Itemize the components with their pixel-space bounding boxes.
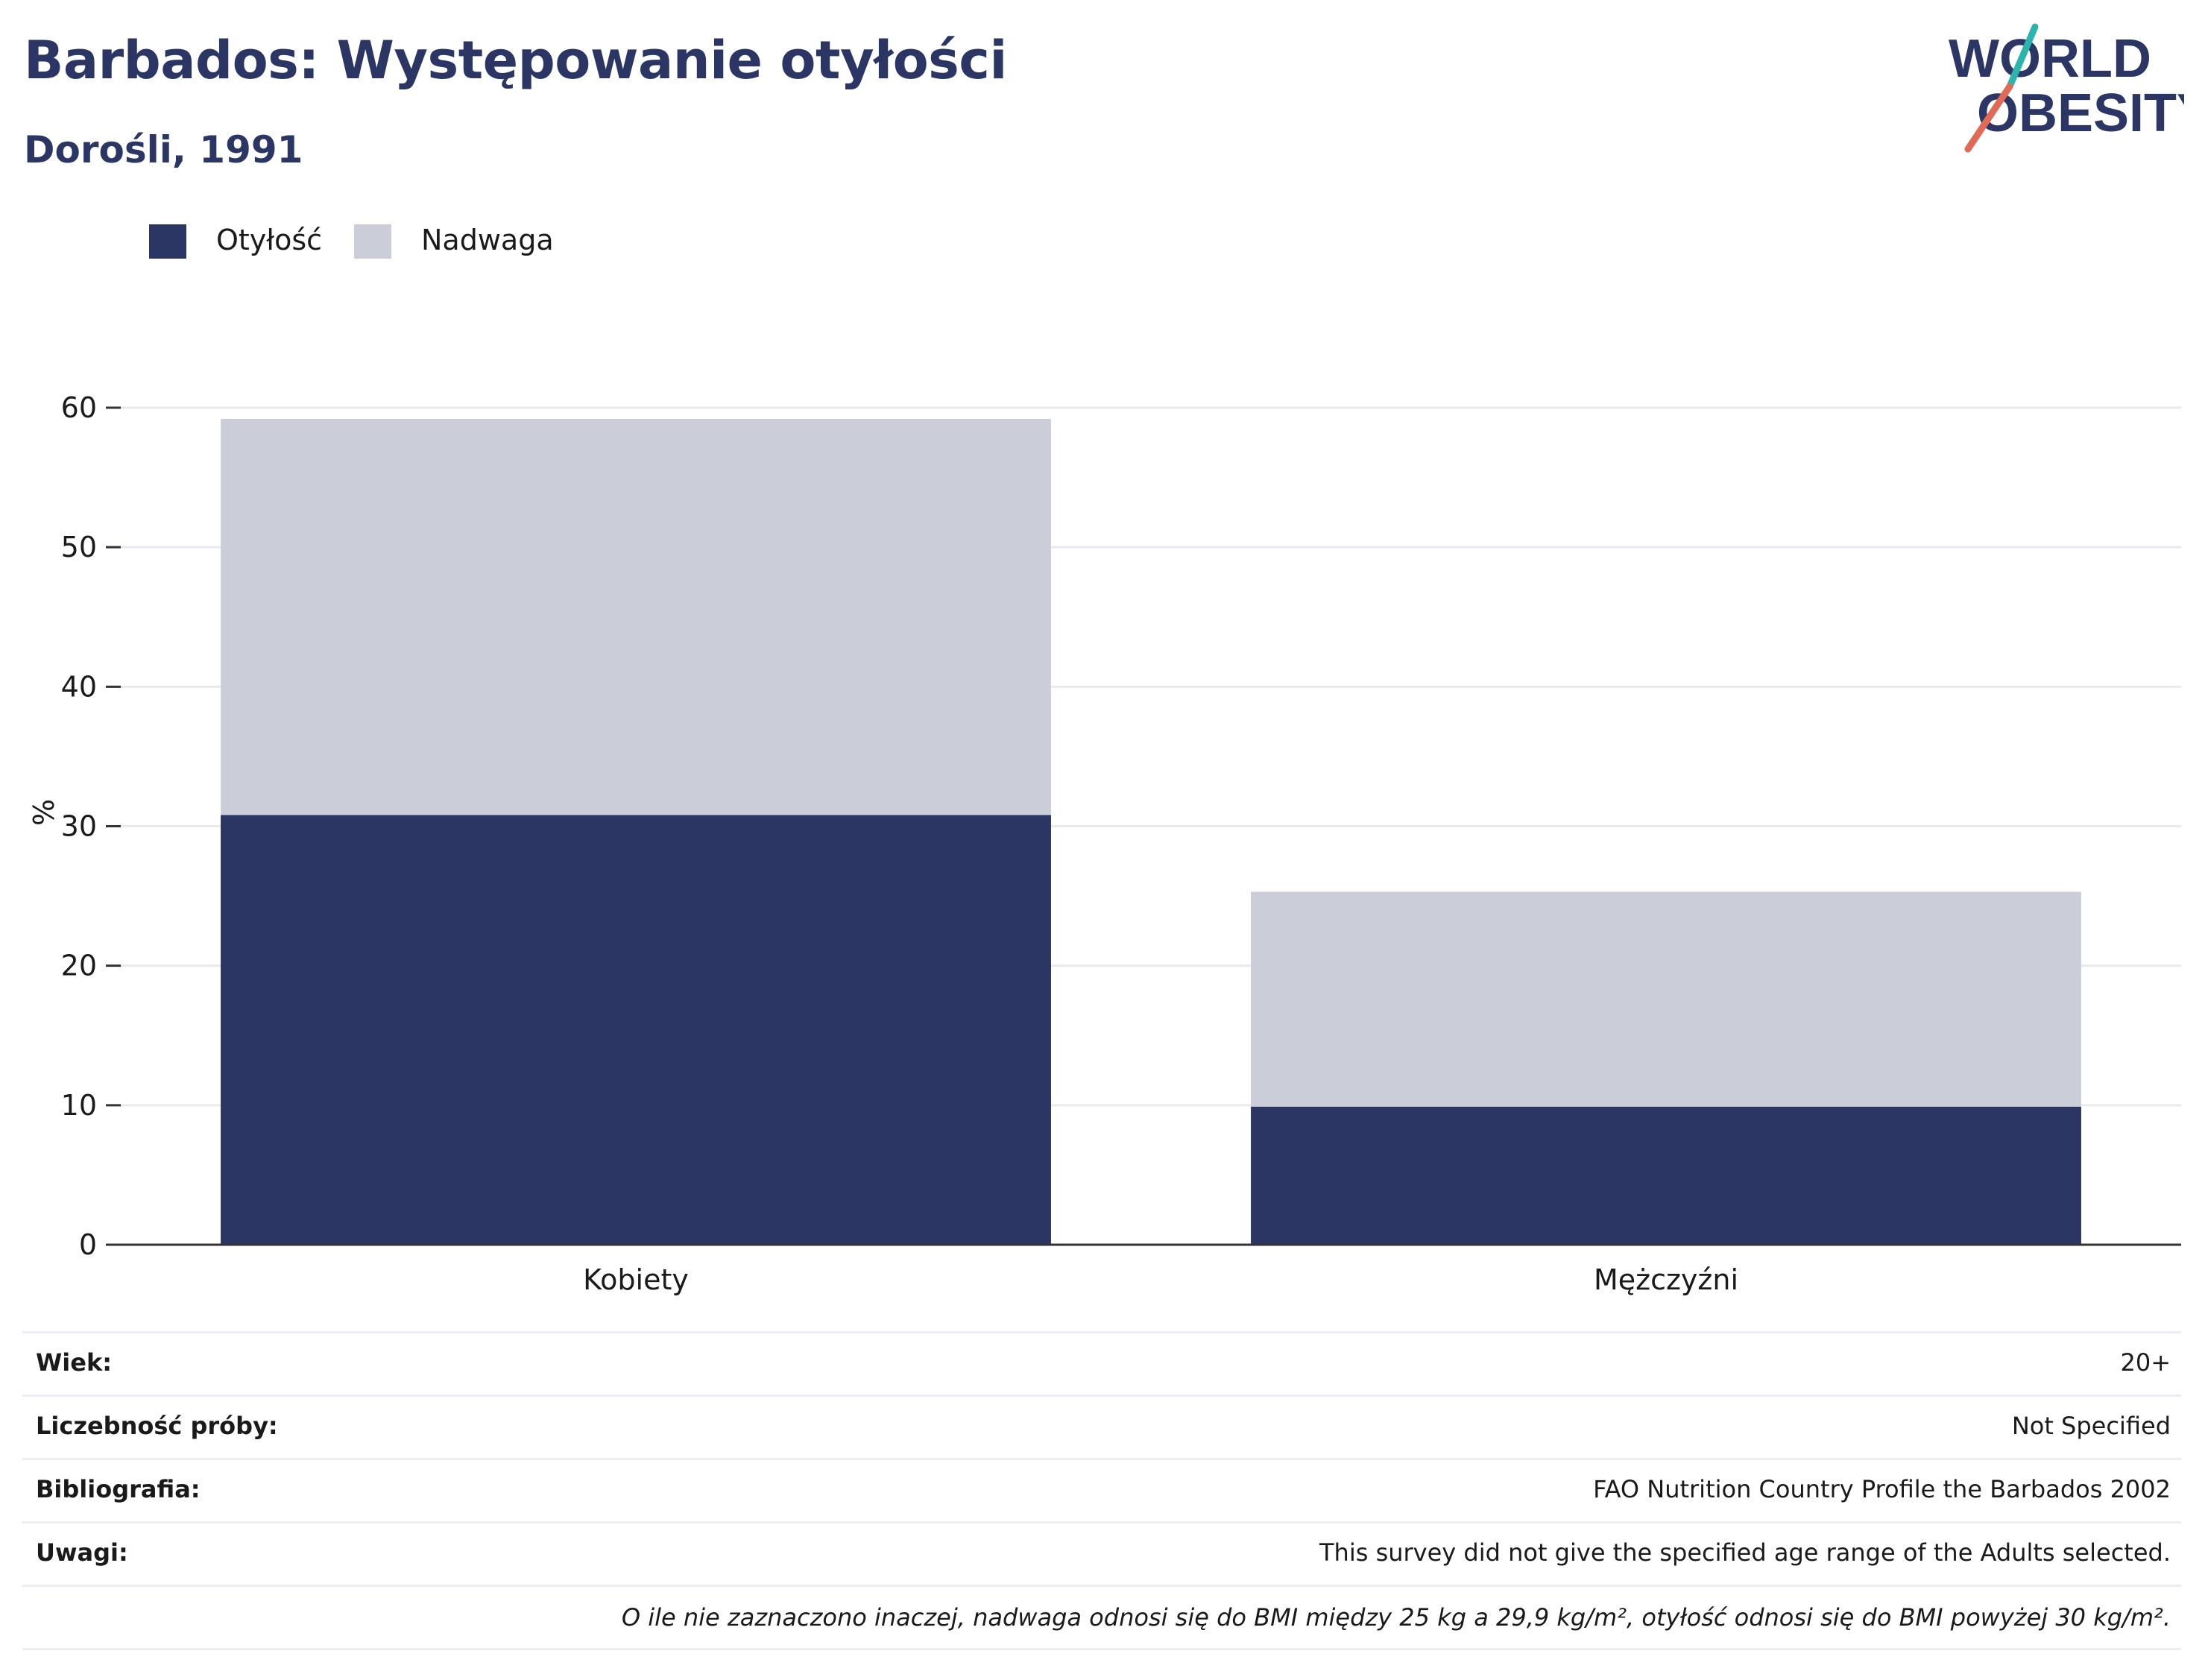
bars: Otyłość: 30.8Nadwaga: 28.4 Otyłość: 9.9Na… <box>221 418 2081 1245</box>
legend-swatch-obesity <box>149 224 186 259</box>
stacked-bar-chart: 0 10 20 30 40 50 60 Otyłość: 30.8Nadwaga: 28.4… <box>28 391 2181 1296</box>
y-axis-label: % <box>28 799 60 826</box>
info-label-notes: Uwagi: <box>36 1538 128 1567</box>
logo-slash-teal <box>2006 23 2039 90</box>
legend-label-overweight: Nadwaga <box>421 224 554 256</box>
y-tick-label-10: 10 <box>61 1089 97 1122</box>
bar-Mężczyźni-overweight: Nadwaga: 15.4 <box>1251 891 2081 1107</box>
info-value-age: 20+ <box>2120 1348 2171 1377</box>
bar-Kobiety-obesity: Otyłość: 30.8 <box>221 815 1051 1245</box>
bmi-definition-note: O ile nie zaznaczono inaczej, nadwaga od… <box>22 1585 2181 1650</box>
survey-info-table: Wiek: 20+ Liczebność próby: Not Specifie… <box>22 1331 2181 1650</box>
x-tick-label-1: Mężczyźni <box>1594 1263 1738 1296</box>
y-tick-label-50: 50 <box>61 531 97 563</box>
y-tick-label-40: 40 <box>61 670 97 703</box>
world-obesity-logo: WORLD OBESITY <box>1949 23 2184 153</box>
info-value-notes: This survey did not give the specified a… <box>1319 1538 2171 1567</box>
info-value-bibliography: FAO Nutrition Country Profile the Barbad… <box>1593 1475 2171 1503</box>
y-tick-label-60: 60 <box>61 391 97 424</box>
logo-slash-red <box>1964 83 2013 153</box>
legend-label-obesity: Otyłość <box>216 224 323 256</box>
chart-subtitle: Dorośli, 1991 <box>24 128 303 171</box>
info-label-age: Wiek: <box>36 1348 113 1377</box>
y-tick-label-20: 20 <box>61 950 97 982</box>
y-tick-label-30: 30 <box>61 810 97 843</box>
chart-title: Barbados: Występowanie otyłości <box>24 30 1007 91</box>
bar-Mężczyźni-obesity: Otyłość: 9.9 <box>1251 1106 2081 1245</box>
info-row-sample-size: Liczebność próby: Not Specified <box>22 1395 2181 1458</box>
x-tick-label-0: Kobiety <box>583 1263 689 1296</box>
info-label-bibliography: Bibliografia: <box>36 1475 201 1503</box>
logo-word-obesity: OBESITY <box>1977 83 2184 143</box>
y-tick-label-0: 0 <box>79 1228 97 1261</box>
logo-word-world: WORLD <box>1949 29 2151 89</box>
info-row-bibliography: Bibliografia: FAO Nutrition Country Prof… <box>22 1458 2181 1521</box>
bmi-definition-text: O ile nie zaznaczono inaczej, nadwaga od… <box>621 1603 2171 1632</box>
info-row-notes: Uwagi: This survey did not give the spec… <box>22 1521 2181 1585</box>
legend-swatch-overweight <box>354 224 391 259</box>
info-row-age: Wiek: 20+ <box>22 1331 2181 1395</box>
info-value-sample-size: Not Specified <box>2011 1412 2171 1440</box>
info-label-sample-size: Liczebność próby: <box>36 1412 278 1440</box>
x-axis-ticks: Kobiety Mężczyźni <box>583 1263 1738 1296</box>
y-axis-ticks: 0 10 20 30 40 50 60 <box>61 391 121 1261</box>
bar-Kobiety-overweight: Nadwaga: 28.4 <box>221 418 1051 815</box>
